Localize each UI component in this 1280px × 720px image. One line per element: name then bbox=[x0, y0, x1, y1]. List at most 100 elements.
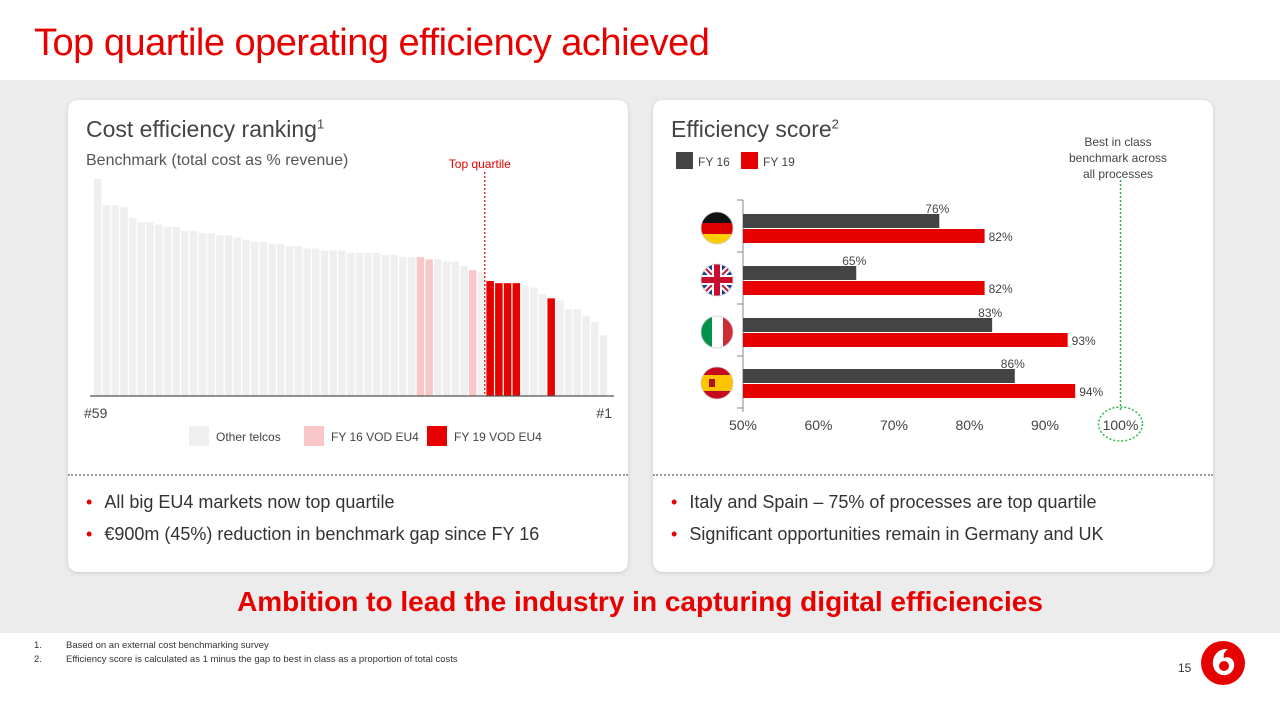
ranking-bar bbox=[155, 224, 163, 396]
footnote-1: 1. Based on an external cost benchmarking… bbox=[34, 640, 269, 651]
legend-swatch bbox=[427, 426, 447, 446]
legend-label: Other telcos bbox=[216, 430, 281, 444]
ranking-bar bbox=[207, 233, 215, 396]
best-in-class-circle bbox=[1097, 406, 1144, 442]
efficiency-score-chart: FY 16 FY 19 Best in class benchmark across a… bbox=[676, 135, 1167, 442]
legend-label: FY 19 bbox=[763, 155, 795, 169]
ranking-bar bbox=[460, 265, 468, 396]
top-quartile-label: Top quartile bbox=[449, 157, 511, 171]
legend-swatch bbox=[676, 152, 693, 169]
ranking-bar bbox=[146, 222, 154, 396]
ambition-statement: Ambition to lead the industry in capturi… bbox=[237, 586, 1043, 617]
legend-swatch bbox=[189, 426, 209, 446]
ranking-bar bbox=[198, 233, 207, 396]
bar-value-label: 76% bbox=[925, 202, 949, 216]
efficiency-score-card: Efficiency score2 FY 16 FY 19 Best in clas… bbox=[653, 100, 1213, 572]
ranking-bar bbox=[346, 252, 355, 396]
ranking-bar bbox=[268, 244, 276, 396]
ranking-bar bbox=[381, 254, 390, 396]
x-tick-label: 90% bbox=[1031, 417, 1059, 433]
score-bar bbox=[743, 333, 1068, 347]
footnotes: 1. Based on an external cost benchmarking… bbox=[34, 640, 458, 668]
cost-efficiency-title-text: Cost efficiency ranking bbox=[86, 116, 317, 142]
efficiency-score-title-text: Efficiency score bbox=[671, 116, 832, 142]
ranking-bar bbox=[573, 309, 582, 396]
ranking-bar bbox=[189, 231, 198, 396]
legend-label: FY 16 bbox=[698, 155, 730, 169]
legend-label: FY 19 VOD EU4 bbox=[454, 430, 542, 444]
x-tick-label: 100% bbox=[1103, 417, 1139, 433]
ranking-bar bbox=[285, 246, 294, 396]
page-title: Top quartile operating efficiency achiev… bbox=[34, 22, 710, 64]
ranking-bar bbox=[591, 322, 599, 396]
ranking-bar bbox=[355, 252, 364, 396]
ranking-bar bbox=[425, 259, 433, 396]
ranking-bar bbox=[599, 335, 608, 396]
efficiency-score-title: Efficiency score2 bbox=[671, 116, 839, 143]
ranking-bar bbox=[434, 259, 442, 396]
rank-end-label: #1 bbox=[596, 405, 612, 421]
benchmark-subtitle: Benchmark (total cost as % revenue) bbox=[86, 152, 349, 169]
best-in-class-annotation: all processes bbox=[1083, 167, 1153, 181]
bullet-item: • €900m (45%) reduction in benchmark gap … bbox=[86, 524, 540, 544]
footnote-2: 2. Efficiency score is calculated as 1 mi… bbox=[34, 654, 458, 665]
ranking-bar bbox=[512, 283, 521, 396]
bar-value-label: 94% bbox=[1079, 385, 1103, 399]
ranking-bar bbox=[312, 248, 320, 396]
score-bar bbox=[743, 229, 985, 243]
ranking-bar bbox=[102, 205, 111, 396]
ranking-bar bbox=[486, 280, 494, 396]
card-divider bbox=[68, 474, 628, 476]
page-number: 15 bbox=[1178, 661, 1192, 675]
ranking-bar bbox=[503, 283, 512, 396]
bar-value-label: 93% bbox=[1072, 334, 1096, 348]
bar-value-label: 65% bbox=[842, 254, 866, 268]
ranking-bar bbox=[495, 283, 503, 396]
card-divider bbox=[653, 474, 1213, 476]
bullet-item: • Italy and Spain – 75% of processes are … bbox=[671, 492, 1097, 512]
ranking-bar bbox=[181, 231, 189, 396]
ranking-bar bbox=[407, 257, 416, 396]
score-bar bbox=[743, 281, 985, 295]
cost-efficiency-title: Cost efficiency ranking1 bbox=[86, 116, 324, 143]
cost-efficiency-card: Cost efficiency ranking1 Benchmark (tota… bbox=[68, 100, 628, 572]
legend-swatch bbox=[304, 426, 324, 446]
ranking-bar bbox=[373, 252, 381, 396]
left-bullets: • All big EU4 markets now top quartile • €… bbox=[86, 488, 539, 552]
ranking-bar bbox=[442, 261, 451, 396]
bar-value-label: 82% bbox=[989, 230, 1013, 244]
italy-flag-icon bbox=[700, 315, 734, 349]
ranking-bar bbox=[94, 179, 102, 396]
footnote-ref-1: 1 bbox=[316, 116, 325, 132]
ranking-bar bbox=[399, 257, 407, 396]
ranking-bar bbox=[172, 226, 180, 396]
ranking-bar bbox=[120, 207, 128, 396]
ranking-bar bbox=[250, 241, 259, 396]
bar-value-label: 86% bbox=[1001, 357, 1025, 371]
ranking-bar bbox=[364, 252, 372, 396]
score-bar bbox=[743, 214, 940, 228]
uk-flag-icon bbox=[700, 263, 734, 297]
best-in-class-annotation: benchmark across bbox=[1069, 151, 1167, 165]
bullet-item: • All big EU4 markets now top quartile bbox=[86, 492, 395, 512]
ranking-bar bbox=[530, 287, 538, 396]
best-in-class-annotation: Best in class bbox=[1084, 135, 1151, 149]
ranking-bar bbox=[451, 261, 460, 396]
bullet-item: • Significant opportunities remain in Ger… bbox=[671, 524, 1104, 544]
ranking-bar bbox=[294, 246, 303, 396]
score-bar bbox=[743, 384, 1076, 398]
ranking-bar bbox=[303, 248, 311, 396]
spain-flag-icon bbox=[700, 366, 734, 400]
ranking-bar bbox=[224, 235, 233, 396]
vodafone-logo-icon bbox=[1201, 641, 1245, 685]
bar-value-label: 82% bbox=[989, 282, 1013, 296]
ranking-bar bbox=[233, 237, 242, 396]
ranking-bar bbox=[582, 315, 590, 396]
ranking-bar bbox=[564, 309, 573, 396]
ranking-bar bbox=[128, 218, 137, 396]
ranking-bar bbox=[320, 250, 329, 396]
ranking-bar bbox=[468, 270, 477, 396]
ranking-bar bbox=[259, 241, 268, 396]
ranking-bar bbox=[538, 294, 547, 396]
ranking-bar bbox=[216, 235, 224, 396]
